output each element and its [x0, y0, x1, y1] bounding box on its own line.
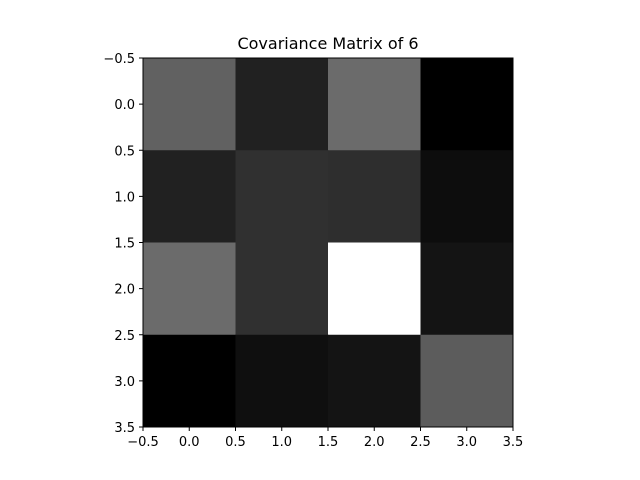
heatmap-cell-1-0 [143, 150, 236, 243]
y-tick-label: 0.0 [114, 98, 135, 113]
heatmap-cell-2-2 [328, 242, 421, 336]
heatmap-cell-0-0 [143, 58, 236, 151]
heatmap-cell-0-3 [420, 58, 514, 151]
x-tick-label: 3.5 [503, 435, 524, 450]
y-tick-label: 3.5 [114, 421, 135, 436]
heatmap-cells [143, 58, 514, 428]
heatmap-cell-2-3 [420, 242, 514, 336]
heatmap-cell-1-1 [235, 150, 329, 243]
y-tick-label: 0.5 [114, 144, 135, 159]
y-tick-label: 1.5 [114, 237, 135, 252]
chart-title: Covariance Matrix of 6 [237, 34, 418, 53]
heatmap-cell-0-2 [328, 58, 421, 151]
x-tick-label: 1.0 [271, 435, 292, 450]
heatmap-cell-0-1 [235, 58, 329, 151]
x-tick-label: 2.0 [364, 435, 385, 450]
x-axis: −0.5 0.0 0.5 1.0 1.5 2.0 2.5 3.0 3.5 [127, 427, 523, 450]
y-axis: −0.5 0.0 0.5 1.0 1.5 2.0 2.5 3.0 3.5 [103, 52, 143, 436]
y-tick-label: −0.5 [103, 52, 135, 67]
y-tick-label: 3.0 [114, 375, 135, 390]
x-tick-label: 0.0 [179, 435, 200, 450]
x-tick-label: 1.5 [318, 435, 339, 450]
x-tick-label: 0.5 [225, 435, 246, 450]
x-tick-label: 3.0 [456, 435, 477, 450]
heatmap-cell-3-2 [328, 334, 421, 428]
heatmap-cell-3-3 [420, 334, 514, 428]
y-tick-label: 2.5 [114, 329, 135, 344]
y-tick-label: 2.0 [114, 283, 135, 298]
x-tick-label: −0.5 [127, 435, 159, 450]
heatmap-cell-3-1 [235, 334, 329, 428]
x-tick-label: 2.5 [410, 435, 431, 450]
heatmap-cell-1-2 [328, 150, 421, 243]
heatmap-cell-3-0 [143, 334, 236, 428]
heatmap-cell-2-0 [143, 242, 236, 336]
heatmap-cell-2-1 [235, 242, 329, 336]
heatmap-cell-1-3 [420, 150, 514, 243]
y-tick-label: 1.0 [114, 190, 135, 205]
